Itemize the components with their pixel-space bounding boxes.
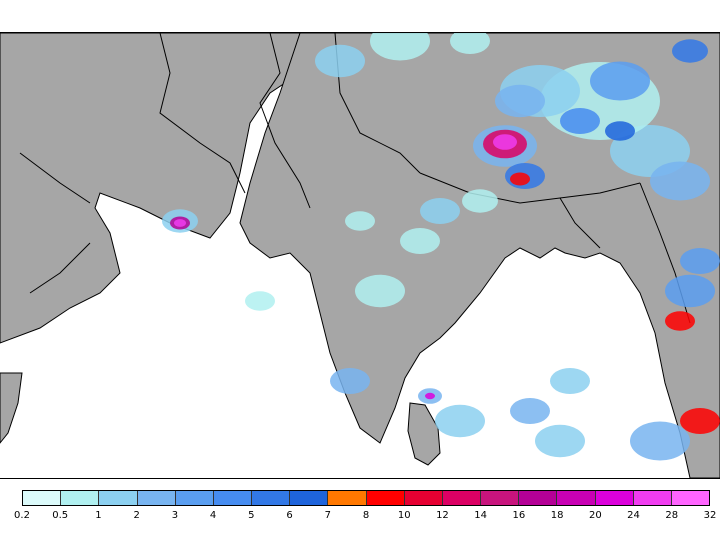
colorbar-swatch [137,491,176,505]
colorbar-swatch [671,491,710,505]
colorbar-tick-label: 6 [286,510,293,521]
border-line [259,33,311,209]
colorbar-swatch [175,491,214,505]
precip-cell [435,404,485,438]
colorbar-swatch [328,491,367,505]
colorbar-swatch [366,491,405,505]
colorbar-tick-label: 20 [588,510,602,521]
colorbar-tick-label: 3 [171,510,179,521]
colorbar-tick-label: 0.2 [14,510,30,521]
colorbar-tick-label: 5 [248,510,255,521]
precip-cell [245,291,275,311]
colorbar-tick-label: 18 [550,510,564,521]
precip-cell [680,408,720,434]
precip-cell [510,172,530,186]
colorbar-tick-label: 0.5 [52,510,69,521]
colorbar-tick-label: 10 [397,510,411,521]
precip-cell [174,219,186,227]
colorbar-tick-label: 12 [436,510,449,521]
map-canvas [0,33,720,478]
precip-cell [370,33,430,61]
colorbar-tick-label: 24 [627,510,640,521]
colorbar-swatch [595,491,634,505]
precip-cell [450,33,490,54]
africa-land [0,372,23,444]
border-line [29,242,91,294]
colorbar-tick-label: 14 [474,510,488,521]
colorbar-tick-label: 8 [362,510,370,521]
colorbar-tick-label: 28 [665,510,679,521]
precip-cell [665,274,715,308]
colorbar-swatch [99,491,138,505]
precip-cell [590,61,650,101]
land-masses [0,33,720,478]
precip-cell [330,368,370,394]
border-line [159,33,246,194]
colorbar-swatch [61,491,100,505]
india-asia-land [239,33,720,478]
arabia-land [0,33,301,344]
border-line [19,152,91,204]
colorbar-labels: 0.2 0.5 1 2 3 4 5 6 7 8 10 12 14 16 18 20 24 28 32 [0,510,720,526]
precip-cell [400,228,440,254]
precip-cell [550,368,590,394]
colorbar-tick-label: 16 [512,510,526,521]
precip-cell [345,211,375,231]
precip-cell [560,108,600,134]
precip-cell [535,424,585,458]
border-line [419,172,641,204]
precip-cell [420,198,460,224]
colorbar-swatch [519,491,558,505]
colorbar-swatch [481,491,520,505]
precip-cell [315,44,365,78]
precip-cell [665,311,695,331]
precip-cell [680,248,720,274]
colorbar-tick-label: 7 [324,510,331,521]
colorbar-tick-label: 32 [703,510,717,521]
precipitation-map [0,32,720,479]
precip-cell [493,134,517,150]
precip-cell [495,84,545,118]
precipitation-field [162,33,720,461]
colorbar-swatch [290,491,329,505]
colorbar-swatch [557,491,596,505]
colorbar-tick-label: 4 [209,510,217,521]
precip-cell [605,121,635,141]
country-borders [19,33,691,324]
colorbar-tick-label: 1 [95,510,102,521]
precip-cell [355,274,405,308]
precip-cell [510,398,550,424]
precip-cell [462,189,498,213]
precip-cell [630,421,690,461]
colorbar-swatch [252,491,291,505]
border-line [559,197,601,249]
colorbar-swatch [23,491,62,505]
colorbar-swatch [213,491,253,505]
colorbar-swatch [404,491,443,505]
precip-colorbar [22,490,710,506]
colorbar-swatch [633,491,672,505]
colorbar-swatch [442,491,482,505]
precip-cell [650,161,710,201]
precip-cell [672,39,708,63]
colorbar-tick-label: 2 [133,510,140,521]
sri-lanka-land [407,402,441,466]
precip-cell [425,392,435,400]
